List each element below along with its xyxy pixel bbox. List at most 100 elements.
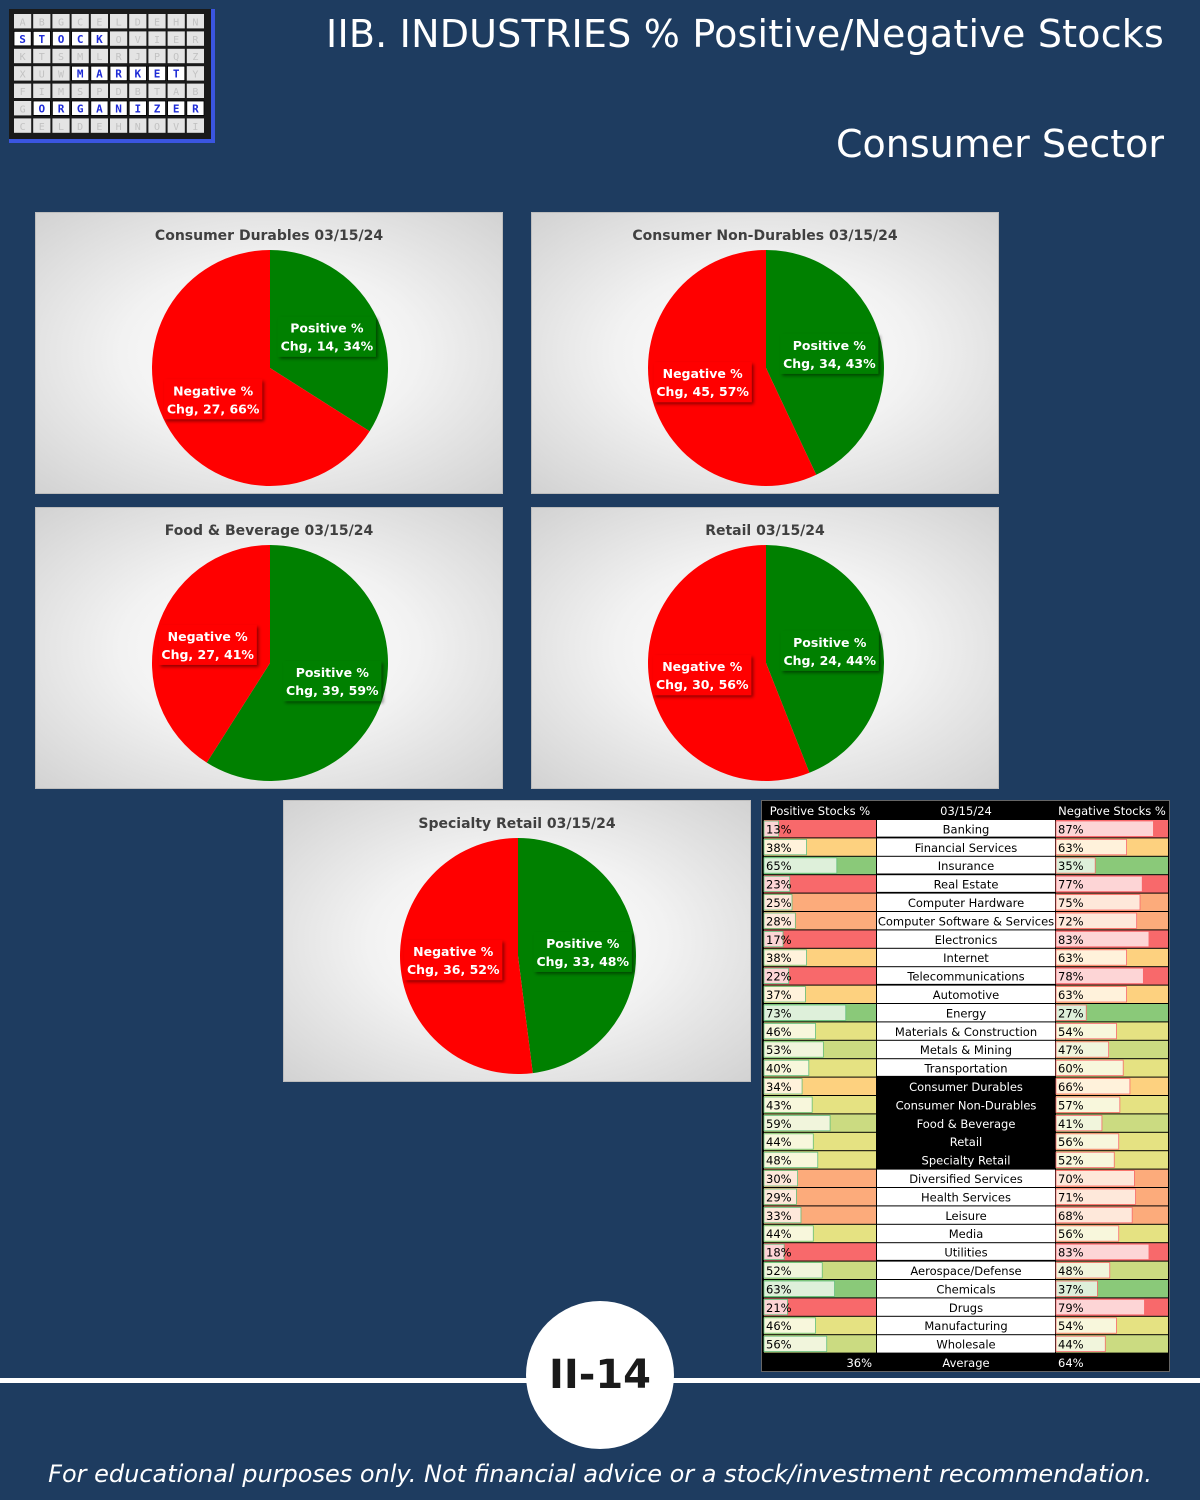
negative-value: 56% <box>1058 1135 1084 1149</box>
data-label-positive: Positive % Chg, 24, 44% <box>780 630 879 671</box>
logo-letter: R <box>192 102 199 115</box>
logo-filler-tile <box>90 14 108 29</box>
data-label-text: Positive % <box>546 936 620 951</box>
negative-data-bar-outline <box>1055 986 1127 1003</box>
table-row-diversified-services: 30% Diversified Services 70% <box>763 1169 1168 1187</box>
negative-value: 68% <box>1058 1209 1084 1223</box>
logo-letter-tile <box>147 100 166 116</box>
positive-data-bar <box>764 1317 816 1334</box>
pie-slice-negative <box>152 250 370 487</box>
negative-value: 66% <box>1058 1080 1084 1094</box>
logo-filler-tile <box>186 31 204 46</box>
data-label-positive: Positive % Chg, 34, 43% <box>780 333 879 374</box>
industry-cell <box>877 1151 1055 1169</box>
industry-name: Diversified Services <box>909 1172 1023 1186</box>
logo-filler-letter: Q <box>173 52 179 63</box>
positive-data-bar <box>764 1060 809 1076</box>
logo-filler-tile <box>186 48 204 64</box>
positive-cell <box>764 1243 876 1261</box>
positive-data-bar-outline <box>763 1078 803 1095</box>
logo-filler-tile <box>33 118 51 133</box>
negative-data-bar-outline <box>1055 1096 1121 1113</box>
industry-cell <box>877 1280 1055 1298</box>
industry-cell <box>877 875 1055 893</box>
table-row-consumer-non-durables: 43% Consumer Non-Durables 57% <box>763 1096 1168 1114</box>
table-row-manufacturing: 46% Manufacturing 54% <box>763 1316 1168 1335</box>
logo-letter: M <box>77 68 84 81</box>
industry-name: Food & Beverage <box>917 1117 1016 1131</box>
logo-filler-letter: E <box>96 17 102 28</box>
data-label-text: Positive % <box>296 665 370 680</box>
logo-filler-letter: F <box>20 87 26 98</box>
negative-data-bar <box>1056 1041 1109 1058</box>
average-label: Average <box>942 1356 989 1370</box>
positive-value: 17% <box>766 933 792 947</box>
table-row-chemicals: 63% Chemicals 37% <box>763 1280 1168 1298</box>
logo-letter-tile <box>32 100 51 116</box>
positive-data-bar <box>764 1005 846 1021</box>
logo-letter-tile <box>109 65 128 82</box>
positive-value: 48% <box>766 1154 792 1168</box>
positive-cell <box>764 930 876 948</box>
positive-value: 18% <box>766 1246 792 1260</box>
positive-data-bar-outline <box>763 1170 798 1187</box>
logo-filler-letter: W <box>58 70 65 81</box>
positive-value: 59% <box>766 1117 792 1131</box>
logo-filler-tile <box>110 118 128 133</box>
positive-data-bar-outline <box>763 1243 785 1261</box>
data-label-box <box>780 630 879 671</box>
data-label-box <box>277 316 376 357</box>
logo-filler-letter: J <box>135 52 141 63</box>
logo-filler-letter: D <box>116 87 122 98</box>
positive-value: 44% <box>766 1227 792 1241</box>
logo-letter-tile <box>32 30 51 47</box>
header-negative-stocks: Negative Stocks % <box>1058 804 1166 818</box>
negative-data-bar <box>1056 1207 1133 1223</box>
negative-data-bar-outline <box>1055 1243 1150 1261</box>
negative-data-bar <box>1056 1023 1117 1039</box>
data-label-positive: Positive % Chg, 14, 34% <box>277 316 376 357</box>
data-label-negative: Negative % Chg, 27, 66% <box>164 379 263 420</box>
negative-value: 83% <box>1058 933 1084 947</box>
industry-name: Electronics <box>935 933 998 947</box>
positive-value: 30% <box>766 1172 792 1186</box>
table-row-insurance: 65% Insurance 35% <box>763 856 1168 875</box>
pie-chart-consumer-non-durables: Consumer Non-Durables 03/15/24 Positive … <box>531 212 999 494</box>
negative-data-bar-outline <box>1055 839 1127 856</box>
positive-data-bar <box>764 1336 827 1352</box>
positive-cell <box>764 967 876 985</box>
chart-title: Food & Beverage 03/15/24 <box>164 523 374 539</box>
logo-filler-tile <box>148 118 166 133</box>
negative-data-bar-outline <box>1055 1335 1106 1353</box>
positive-value: 37% <box>766 988 792 1002</box>
negative-data-bar <box>1056 931 1149 947</box>
data-label-text: Chg, 27, 66% <box>167 401 260 416</box>
data-label-text: Chg, 14, 34% <box>281 339 374 354</box>
logo-letter: R <box>58 102 65 115</box>
logo-letter: K <box>134 68 141 81</box>
logo-filler-tile <box>33 83 51 98</box>
positive-data-bar <box>764 1207 801 1223</box>
logo-letter-tile <box>71 30 90 47</box>
negative-data-bar <box>1056 839 1127 855</box>
negative-data-bar <box>1056 876 1143 892</box>
table-row-transportation: 40% Transportation 60% <box>763 1059 1168 1078</box>
logo-filler-letter: L <box>58 122 64 133</box>
positive-value: 40% <box>766 1062 792 1076</box>
data-label-negative: Negative % Chg, 36, 52% <box>404 940 503 981</box>
negative-data-bar <box>1056 1225 1119 1242</box>
logo-filler-letter: I <box>192 122 198 133</box>
positive-data-bar-outline <box>763 1096 813 1113</box>
logo-filler-letter: L <box>116 17 122 28</box>
data-label-box <box>653 362 752 403</box>
logo-letter: E <box>173 102 180 115</box>
logo-filler-letter: T <box>39 52 45 63</box>
positive-data-bar <box>764 1023 816 1039</box>
data-label-box <box>164 379 263 420</box>
table-row-automotive: 37% Automotive 63% <box>763 985 1168 1003</box>
positive-value: 21% <box>766 1301 792 1315</box>
table-row-consumer-durables: 34% Consumer Durables 66% <box>763 1077 1168 1095</box>
logo-filler-letter: T <box>154 87 160 98</box>
logo-filler-letter: U <box>39 70 45 81</box>
data-label-text: Positive % <box>793 338 867 353</box>
